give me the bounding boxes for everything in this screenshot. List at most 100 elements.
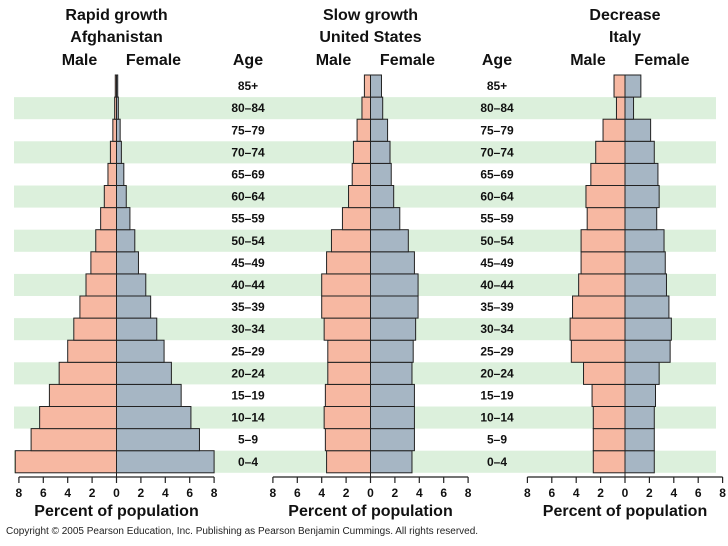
chart-2-title-line2: United States — [319, 29, 421, 46]
chart-3-male-bar-6 — [569, 317, 626, 341]
pyramids-svg: Age 0–4 5–9 10–14 15–19 20–24 25–29 30–34 35–39 4… — [14, 7, 726, 520]
chart-3-female-bar-7 — [624, 295, 670, 319]
chart-2-tick-label-6: 4 — [416, 486, 423, 500]
age-label-1-3: 15–19 — [231, 388, 265, 402]
chart-1-female-bar-8 — [116, 273, 147, 297]
chart-3-female-bar-17 — [624, 74, 642, 98]
chart-2-female-bar-4 — [370, 361, 413, 385]
chart-3-male-bar-12 — [585, 185, 626, 209]
age-label-2-3: 15–19 — [480, 388, 514, 402]
age-label-2-8: 40–44 — [480, 278, 514, 292]
age-label-1-8: 40–44 — [231, 278, 265, 292]
chart-2-tick-label-5: 2 — [392, 486, 399, 500]
chart-3-male-bar-3 — [591, 383, 626, 407]
chart-1-female-label: Female — [126, 52, 181, 69]
age-label-2-7: 35–39 — [480, 300, 514, 314]
age-label-1-0: 0–4 — [238, 455, 258, 469]
chart-1-female-bar-3 — [116, 383, 182, 407]
chart-2-tick-label-0: 8 — [270, 486, 277, 500]
chart-3-tick-label-3: 2 — [597, 486, 604, 500]
chart-3-female-label: Female — [634, 52, 689, 69]
chart-1-male-bar-14 — [109, 140, 118, 164]
chart-2-male-bar-8 — [321, 273, 372, 297]
chart-1-female-bar-0 — [116, 450, 215, 474]
chart-2-male-bar-5 — [327, 339, 371, 363]
chart-2-male-bar-0 — [326, 450, 371, 474]
age-label-1-17: 85+ — [238, 79, 258, 93]
chart-3-female-bar-4 — [624, 361, 660, 385]
chart-1-tick-label-5: 2 — [138, 486, 145, 500]
chart-3-female-bar-0 — [624, 450, 655, 474]
chart-3-female-bar-16 — [624, 96, 635, 120]
chart-1-tick-label-6: 4 — [162, 486, 169, 500]
chart-3-female-bar-15 — [624, 118, 652, 142]
chart-2-female-bar-8 — [370, 273, 419, 297]
copyright-notice: Copyright © 2005 Pearson Education, Inc.… — [6, 526, 479, 537]
age-label-1-2: 10–14 — [231, 411, 265, 425]
chart-3-male-bar-1 — [592, 428, 626, 452]
chart-3-male-label: Male — [570, 52, 606, 69]
chart-1-female-bar-4 — [116, 361, 172, 385]
chart-3-x-axis-title: Percent of population — [543, 503, 707, 520]
chart-1-male-bar-7 — [79, 295, 117, 319]
chart-3-male-bar-11 — [586, 207, 626, 231]
chart-2-tick-label-4: 0 — [367, 486, 374, 500]
chart-1-tick-label-0: 8 — [16, 486, 23, 500]
age-label-2-2: 10–14 — [480, 411, 514, 425]
chart-3-male-bar-7 — [572, 295, 626, 319]
chart-1-female-bar-10 — [116, 229, 136, 253]
chart-2-female-bar-10 — [370, 229, 409, 253]
chart-2-female-bar-6 — [370, 317, 417, 341]
chart-1-female-bar-7 — [116, 295, 152, 319]
chart-1-male-bar-3 — [48, 383, 117, 407]
chart-1-male-bar-12 — [103, 185, 118, 209]
chart-2-tick-label-8: 8 — [465, 486, 472, 500]
age-label-1-13: 65–69 — [231, 167, 265, 181]
chart-3-female-bar-5 — [624, 339, 671, 363]
chart-1-female-bar-6 — [116, 317, 158, 341]
chart-3-tick-label-5: 2 — [646, 486, 653, 500]
age-label-1-11: 55–59 — [231, 212, 265, 226]
chart-1-male-bar-10 — [95, 229, 118, 253]
chart-1-male-bar-11 — [100, 207, 117, 231]
age-label-1-6: 30–34 — [231, 322, 265, 336]
chart-3-male-bar-10 — [580, 229, 626, 253]
chart-3-male-bar-16 — [615, 96, 626, 120]
chart-2-male-bar-7 — [321, 295, 372, 319]
chart-2-male-bar-4 — [327, 361, 371, 385]
chart-3-tick-label-0: 8 — [524, 486, 531, 500]
chart-1-tick-label-4: 0 — [113, 486, 120, 500]
chart-2-x-axis-title: Percent of population — [288, 503, 452, 520]
age-label-2-0: 0–4 — [487, 455, 507, 469]
chart-2-male-bar-15 — [356, 118, 371, 142]
age-label-2-11: 55–59 — [480, 212, 514, 226]
chart-2-female-bar-17 — [370, 74, 382, 98]
chart-2-female-bar-12 — [370, 185, 395, 209]
age-label-2-15: 75–79 — [480, 123, 514, 137]
chart-1-male-bar-4 — [58, 361, 117, 385]
chart-3-male-bar-9 — [580, 251, 626, 275]
chart-2-male-bar-10 — [330, 229, 371, 253]
chart-2-female-bar-11 — [370, 207, 401, 231]
chart-3-male-bar-13 — [590, 162, 626, 186]
chart-1-female-bar-2 — [116, 406, 192, 430]
chart-1-tick-label-1: 6 — [40, 486, 47, 500]
chart-2-female-bar-7 — [370, 295, 419, 319]
chart-3-male-bar-14 — [595, 140, 626, 164]
chart-2-title-line1: Slow growth — [323, 7, 418, 24]
chart-1-male-bar-13 — [107, 162, 117, 186]
age-label-1-5: 25–29 — [231, 344, 265, 358]
chart-1-female-bar-14 — [116, 140, 122, 164]
chart-2-male-bar-14 — [352, 140, 372, 164]
chart-1-tick-label-8: 8 — [211, 486, 218, 500]
chart-3-female-bar-1 — [624, 428, 655, 452]
chart-3-female-bar-10 — [624, 229, 665, 253]
age-label-1-14: 70–74 — [231, 145, 265, 159]
chart-1-female-bar-12 — [116, 185, 127, 209]
chart-2-tick-label-1: 6 — [294, 486, 301, 500]
chart-2-female-bar-16 — [370, 96, 384, 120]
chart-3-tick-label-2: 4 — [573, 486, 580, 500]
age-label-2-1: 5–9 — [487, 433, 507, 447]
chart-1-tick-label-3: 2 — [89, 486, 96, 500]
